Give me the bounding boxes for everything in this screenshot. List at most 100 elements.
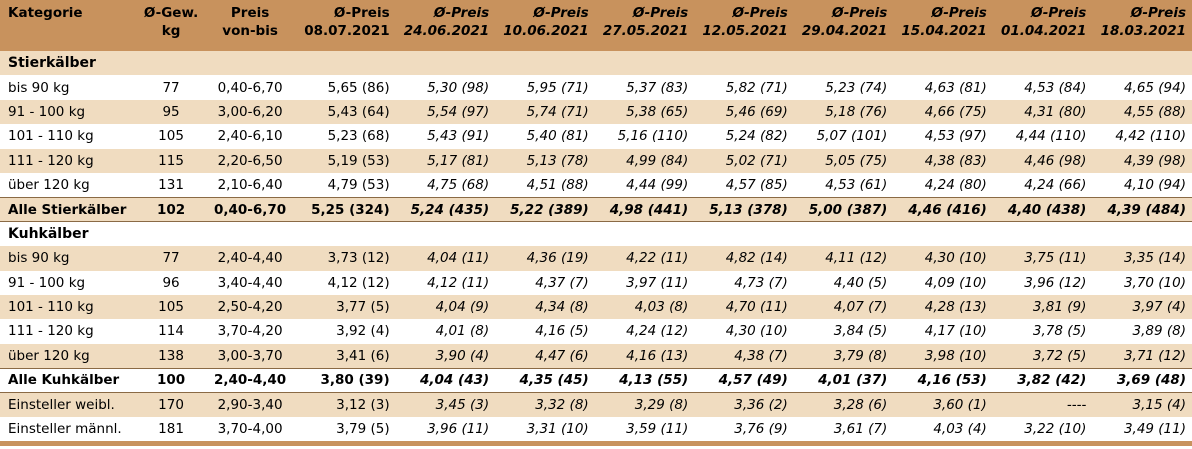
section-title-stierkaelber: Stierkälber	[8, 55, 96, 72]
table-row: über 120 kg 131 2,10-6,40 4,79 (53) 4,75 (68…	[0, 172, 1192, 198]
cell-price: 5,43 (91)	[427, 128, 490, 145]
table-row: Einsteller männl. 181 3,70-4,00 3,79 (5) 3,9…	[0, 416, 1192, 442]
header-kategorie: Kategorie	[8, 5, 83, 21]
cell-price: 5,54 (97)	[427, 103, 490, 120]
cell-price: 3,41 (6)	[336, 347, 390, 364]
cell-price: 3,49 (11)	[1123, 421, 1186, 438]
table-row: 111 - 120 kg 115 2,20-6,50 5,19 (53) 5,17 (8…	[0, 148, 1192, 173]
cell-gewicht: 105	[158, 299, 184, 316]
total-row-stierkaelber: Alle Stierkälber 102 0,40-6,70 5,25 (324) 5,…	[0, 197, 1192, 222]
header-price-col: Ø-Preis 10.06.2021	[503, 5, 589, 39]
cell-kategorie: 101 - 110 kg	[8, 299, 94, 316]
cell-gewicht: 105	[158, 128, 184, 145]
cell-price: 4,36 (19)	[526, 250, 589, 267]
cell-price: 4,30 (10)	[924, 250, 987, 267]
cell-price: 5,95 (71)	[526, 79, 589, 96]
cell-price: 5,74 (71)	[526, 103, 589, 120]
cell-price: 4,57 (85)	[725, 176, 788, 193]
cell-price: 4,04 (11)	[427, 250, 490, 267]
cell-price: 3,90 (4)	[435, 347, 490, 364]
cell-preis-range: 2,10-6,40	[217, 176, 283, 193]
header-gewicht-line1: Ø-Gew.	[143, 5, 199, 21]
cell-price: 4,03 (4)	[933, 421, 987, 438]
cell-price: 3,12 (3)	[336, 396, 390, 413]
cell-price: 5,23 (68)	[327, 128, 390, 145]
cell-price: 3,69 (48)	[1116, 372, 1186, 389]
header-price-col: Ø-Preis 12.05.2021	[702, 5, 788, 39]
cell-price: 5,38 (65)	[626, 103, 689, 120]
cell-price: 4,47 (6)	[535, 347, 589, 364]
cell-price: 3,96 (12)	[1024, 274, 1087, 291]
cell-price: 4,01 (8)	[435, 323, 490, 340]
cell-preis-range: 3,40-4,40	[217, 274, 283, 291]
cell-price: 5,23 (74)	[825, 79, 888, 96]
cell-preis-range: 3,00-6,20	[217, 103, 283, 120]
cell-price: 5,30 (98)	[427, 79, 490, 96]
cell-kategorie: 91 - 100 kg	[8, 274, 86, 291]
cell-price: 4,09 (10)	[924, 274, 987, 291]
cell-price: 3,32 (8)	[535, 396, 589, 413]
cell-price: 4,40 (5)	[833, 274, 888, 291]
cell-price: 3,89 (8)	[1132, 323, 1186, 340]
cell-price: 5,22 (389)	[510, 201, 589, 218]
cell-price: ----	[1066, 396, 1087, 413]
header-preis-line2: von-bis	[222, 23, 278, 39]
cell-price: 3,29 (8)	[634, 396, 689, 413]
header-price-col: Ø-Preis 15.04.2021	[901, 5, 987, 39]
cell-price: 4,07 (7)	[833, 299, 888, 316]
cell-kategorie: Alle Stierkälber	[8, 201, 127, 218]
cell-price: 3,36 (2)	[734, 396, 788, 413]
cell-price: 3,77 (5)	[336, 299, 390, 316]
cell-price: 4,46 (416)	[908, 201, 987, 218]
cell-price: 4,16 (53)	[917, 372, 987, 389]
cell-price: 3,71 (12)	[1123, 347, 1186, 364]
cell-price: 3,96 (11)	[427, 421, 490, 438]
cell-price: 5,17 (81)	[427, 152, 490, 169]
cell-preis-range: 2,20-6,50	[217, 152, 283, 169]
cell-price: 4,70 (11)	[725, 299, 788, 316]
cell-price: 4,24 (80)	[924, 176, 987, 193]
cell-price: 3,60 (1)	[933, 396, 987, 413]
cell-gewicht: 131	[158, 176, 184, 193]
cell-price: 4,53 (97)	[924, 128, 987, 145]
header-price-col: Ø-Preis 08.07.2021	[304, 5, 390, 39]
table-row: 91 - 100 kg 95 3,00-6,20 5,43 (64) 5,54 (97)…	[0, 99, 1192, 125]
cell-price: 3,70 (10)	[1123, 274, 1186, 291]
cell-gewicht: 95	[162, 103, 180, 120]
cell-price: 3,61 (7)	[833, 421, 888, 438]
cell-price: 4,46 (98)	[1024, 152, 1087, 169]
cell-kategorie: bis 90 kg	[8, 79, 70, 96]
cell-price: 4,12 (11)	[427, 274, 490, 291]
cell-price: 4,57 (49)	[718, 372, 788, 389]
header-gewicht-line2: kg	[161, 23, 181, 39]
table-row: 91 - 100 kg 96 3,40-4,40 4,12 (12) 4,12 (11)…	[0, 270, 1192, 295]
cell-price: 5,13 (78)	[526, 152, 589, 169]
cell-price: 3,92 (4)	[336, 323, 390, 340]
cell-kategorie: 101 - 110 kg	[8, 128, 94, 145]
cell-gewicht: 181	[158, 421, 184, 438]
cell-price: 3,45 (3)	[435, 396, 490, 413]
cell-price: 4,39 (98)	[1123, 152, 1186, 169]
cell-price: 3,84 (5)	[833, 323, 888, 340]
cell-price: 4,51 (88)	[526, 176, 589, 193]
cell-price: 4,24 (12)	[626, 323, 689, 340]
total-row-kuhkaelber: Alle Kuhkälber 100 2,40-4,40 3,80 (39) 4,04 …	[0, 368, 1192, 393]
cell-price: 4,63 (81)	[924, 79, 987, 96]
cell-kategorie: 91 - 100 kg	[8, 103, 86, 120]
cell-price: 4,40 (438)	[1007, 201, 1087, 218]
cell-price: 3,31 (10)	[526, 421, 589, 438]
header-gewicht: Ø-Gew. kg	[138, 0, 204, 51]
cell-price: 4,55 (88)	[1123, 103, 1186, 120]
cell-price: 5,00 (387)	[808, 201, 888, 218]
cell-price: 3,15 (4)	[1132, 396, 1186, 413]
cell-price: 4,12 (12)	[327, 274, 390, 291]
table-row: 111 - 120 kg 114 3,70-4,20 3,92 (4) 4,01 (8)…	[0, 319, 1192, 344]
header-price-col: Ø-Preis 18.03.2021	[1100, 5, 1186, 39]
cell-gewicht: 138	[158, 347, 184, 364]
cell-price: 5,65 (86)	[327, 79, 390, 96]
cell-price: 4,79 (53)	[327, 176, 390, 193]
section-row-stierkaelber: Stierkälber	[0, 51, 1192, 76]
cell-preis-range: 3,70-4,20	[217, 323, 283, 340]
header-preis-range: Preis von-bis	[204, 0, 296, 51]
cell-price: 5,13 (378)	[709, 201, 788, 218]
